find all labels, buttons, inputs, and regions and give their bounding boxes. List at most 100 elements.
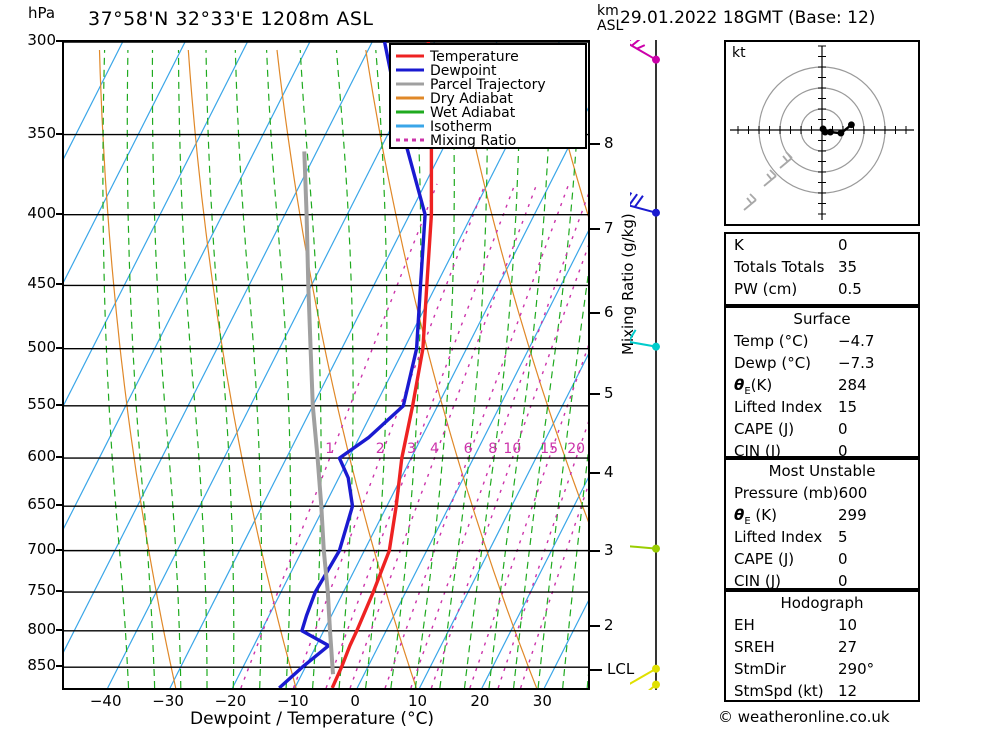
temperature-tick-label: 20 [470, 692, 490, 710]
mixing-ratio-label: 1 [325, 441, 334, 457]
pressure-tick-mark [56, 456, 64, 459]
pressure-tick-label: 300 [27, 31, 56, 49]
pressure-tick-mark [56, 665, 64, 668]
stat-value: 0 [838, 420, 848, 438]
table-row: CIN (J) 0 [726, 570, 918, 592]
altitude-tick-mark [590, 549, 600, 552]
table-row: EH 10 [726, 614, 918, 636]
wind-barb-canvas [621, 33, 660, 708]
pressure-tick-mark [56, 40, 64, 42]
stat-label: Dewp (°C) [734, 354, 812, 372]
mixing-ratio-label: 3 [407, 441, 416, 457]
stat-label: EH [734, 616, 755, 634]
profile-dewpoint [278, 42, 427, 688]
stat-label: Pressure (mb) [734, 484, 839, 502]
pressure-tick-label: 700 [27, 539, 56, 558]
legend-label-5: Isotherm [430, 119, 492, 135]
stat-label: Temp (°C) [734, 332, 809, 350]
hodograph-point [821, 128, 829, 136]
table-row: Dewp (°C) −7.3 [726, 352, 918, 374]
run-datetime-label: 29.01.2022 18GMT (Base: 12) [620, 8, 876, 28]
pressure-tick-label: 800 [27, 619, 56, 638]
temperature-tick-label: 30 [532, 692, 552, 710]
stat-label: SREH [734, 638, 775, 656]
lcl-tick-mark [590, 668, 602, 671]
hodograph-stats-table: Hodograph EH 10 SREH 27 StmDir 290° StmS… [724, 590, 920, 702]
mixing-ratio-label: 20 [567, 441, 585, 457]
stat-label: StmDir [734, 660, 786, 678]
table-row: StmDir 290° [726, 658, 918, 680]
stat-value: 600 [838, 484, 868, 502]
stat-label-theta: θE (K) [734, 506, 777, 527]
pressure-tick-mark [56, 403, 64, 406]
general-stats-table: K 0 Totals Totals 35 PW (cm) 0.5 [724, 232, 920, 306]
stat-value: 0 [838, 550, 848, 568]
hodograph-panel: kt [724, 40, 920, 226]
most-unstable-section-title: Most Unstable [768, 462, 876, 480]
hodograph-unit-label: kt [732, 45, 746, 61]
stat-value: 35 [838, 258, 858, 276]
pressure-tick-label: 350 [27, 123, 56, 142]
temperature-tick-label: −30 [152, 692, 184, 710]
table-row: K 0 [726, 234, 918, 256]
table-row: Totals Totals 35 [726, 256, 918, 278]
pressure-tick-label: 400 [27, 203, 56, 222]
stat-label-theta: θE(K) [734, 376, 773, 397]
stat-value: 10 [838, 616, 858, 634]
pressure-tick-mark [56, 132, 64, 135]
pressure-tick-label: 550 [27, 394, 56, 413]
lcl-label: LCL [607, 659, 635, 678]
surface-section-title: Surface [793, 310, 851, 328]
table-row: Temp (°C) −4.7 [726, 330, 918, 352]
altitude-tick-label: 2 [604, 615, 614, 634]
stat-label: Totals Totals [734, 258, 825, 276]
stat-label: CAPE (J) [734, 420, 795, 438]
stat-value: 0.5 [838, 280, 862, 298]
legend-label-4: Wet Adiabat [430, 105, 516, 121]
mixing-ratio-label: 10 [503, 441, 521, 457]
legend-label-1: Dewpoint [430, 63, 497, 79]
stat-value: 0 [838, 572, 848, 590]
altitude-tick-label: 6 [604, 302, 614, 321]
pressure-tick-mark [56, 548, 64, 551]
table-row: CAPE (J) 0 [726, 418, 918, 440]
mixing-ratio-label: 4 [430, 441, 439, 457]
legend-label-6: Mixing Ratio [430, 133, 516, 149]
stat-value: −7.3 [838, 354, 875, 372]
mixing-ratio-label: 2 [376, 441, 385, 457]
pressure-tick-mark [56, 283, 64, 286]
stat-value: 290° [838, 660, 875, 678]
altitude-ref-label: ASL [597, 18, 624, 34]
table-row: CIN (J) 0 [726, 440, 918, 462]
stat-label: CIN (J) [734, 572, 782, 590]
pressure-tick-label: 850 [27, 656, 56, 675]
pressure-tick-mark [56, 590, 64, 593]
copyright-label: © weatheronline.co.uk [718, 708, 890, 726]
altitude-tick-label: 7 [604, 219, 614, 238]
stat-value: 0 [838, 442, 848, 460]
stat-value: 0 [838, 236, 848, 254]
table-row: θE (K) 299 [726, 504, 918, 527]
hodograph-storm-barb [743, 193, 757, 211]
hodograph-section-title: Hodograph [780, 594, 864, 612]
pressure-tick-mark [56, 212, 64, 215]
stat-label: Lifted Index [734, 398, 823, 416]
altitude-tick-label: 5 [604, 384, 614, 403]
hodograph-storm-barb [779, 151, 793, 169]
stat-value: 27 [838, 638, 858, 656]
table-row: θE(K) 284 [726, 374, 918, 397]
hodograph-canvas [730, 45, 914, 220]
stat-value: 299 [838, 506, 867, 524]
hodograph-point [827, 128, 834, 136]
most-unstable-stats-table: Most Unstable Pressure (mb) 600 θE (K) 2… [724, 458, 920, 590]
altitude-tick-mark [590, 311, 600, 314]
legend-label-2: Parcel Trajectory [430, 77, 546, 93]
page-title: 37°58'N 32°33'E 1208m ASL [88, 8, 374, 30]
altitude-tick-mark [590, 142, 600, 145]
altitude-tick-mark [590, 228, 600, 231]
altitude-tick-label: 4 [604, 463, 614, 482]
altitude-tick-mark [590, 472, 600, 475]
stat-label: CAPE (J) [734, 550, 795, 568]
mixing-ratio-label: 6 [464, 441, 473, 457]
legend-label-3: Dry Adiabat [430, 91, 513, 107]
